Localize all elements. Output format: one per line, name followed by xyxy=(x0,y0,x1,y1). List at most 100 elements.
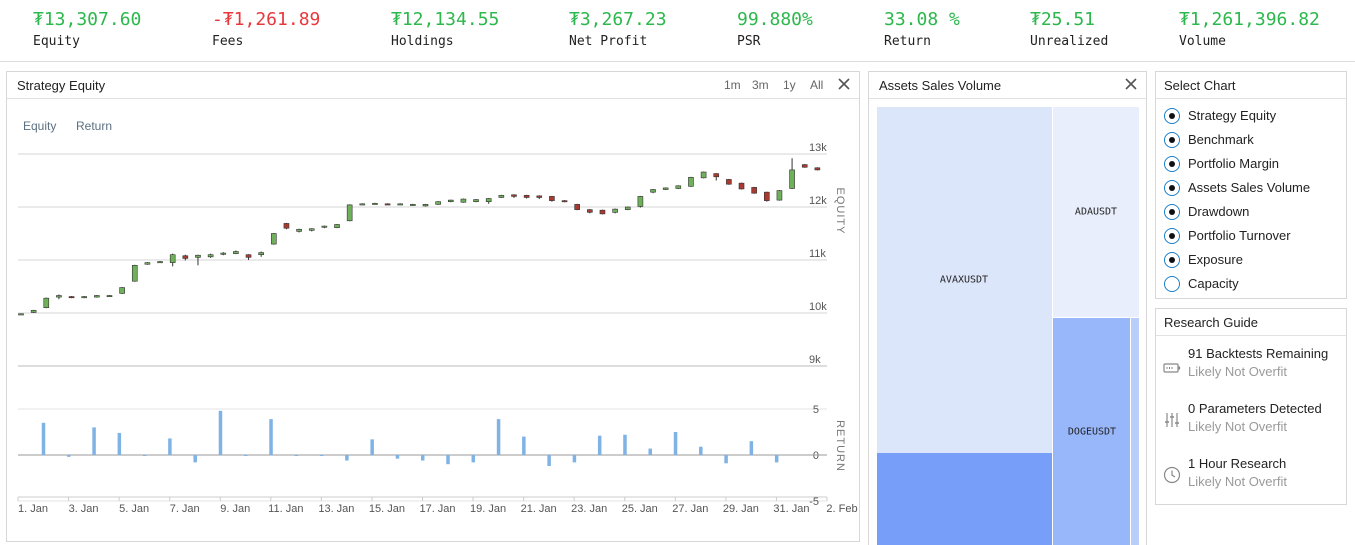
candle-body xyxy=(422,204,429,207)
return-bar xyxy=(597,435,602,455)
option-label: Strategy Equity xyxy=(1188,108,1277,123)
stat-label: Net Profit xyxy=(569,34,648,49)
candle-body xyxy=(258,252,264,256)
return-bar xyxy=(67,455,71,457)
guide-main-text: 91 Backtests Remaining xyxy=(1188,346,1329,361)
stat-net-profit: ₮3,267.23 Net Profit xyxy=(569,8,667,52)
candle-body xyxy=(485,198,492,202)
treemap-cell-avaxusdt-lower[interactable] xyxy=(877,453,1052,545)
stat-label: Equity xyxy=(33,34,80,49)
stat-fees: -₮1,261.89 Fees xyxy=(212,8,320,52)
stat-label: PSR xyxy=(737,34,761,49)
radio-button[interactable] xyxy=(1164,252,1180,268)
candle-body xyxy=(119,287,125,294)
range-all-button[interactable]: All xyxy=(810,78,824,92)
x-tick-label: 5. Jan xyxy=(119,503,149,515)
option-label: Portfolio Turnover xyxy=(1188,228,1291,243)
candle-body xyxy=(94,295,100,298)
treemap-cell-dogeusdt[interactable]: DOGEUSDT xyxy=(1052,317,1130,545)
candle-body xyxy=(397,203,404,206)
candle-body xyxy=(18,313,24,316)
return-bar xyxy=(218,410,223,455)
candle-body xyxy=(81,296,88,299)
candle-body xyxy=(321,225,328,228)
return-bar xyxy=(572,455,577,463)
toggle-return[interactable]: Return xyxy=(76,119,113,133)
range-3m-button[interactable]: 3m xyxy=(752,78,769,92)
stat-value: ₮3,267.23 xyxy=(569,9,667,30)
treemap-cell-adausdt[interactable]: ADAUSDT xyxy=(1052,107,1139,317)
x-tick-label: 2. Feb xyxy=(826,503,857,515)
return-bar xyxy=(496,419,501,455)
candle-body xyxy=(106,295,113,298)
x-tick-label: 3. Jan xyxy=(69,503,99,515)
radio-selected-dot xyxy=(1169,137,1175,143)
treemap-cell-small[interactable] xyxy=(1130,317,1139,545)
option-label: Exposure xyxy=(1188,252,1243,267)
return-bar xyxy=(117,432,122,455)
candle-body xyxy=(296,228,302,232)
y-tick-label: -5 xyxy=(809,496,819,508)
candle-body xyxy=(131,265,138,282)
clock-icon xyxy=(1163,466,1181,484)
candle-body xyxy=(536,195,543,198)
guide-main-text: 0 Parameters Detected xyxy=(1188,401,1322,416)
radio-button[interactable] xyxy=(1164,108,1180,124)
radio-button[interactable] xyxy=(1164,228,1180,244)
option-label: Portfolio Margin xyxy=(1188,156,1280,171)
toggle-equity[interactable]: Equity xyxy=(23,119,57,133)
x-tick-label: 21. Jan xyxy=(521,503,557,515)
range-1y-button[interactable]: 1y xyxy=(783,78,796,92)
return-bar xyxy=(699,446,703,455)
candle-body xyxy=(801,164,808,168)
guide-item-backtests: 91 Backtests Remaining Likely Not Overfi… xyxy=(1156,346,1346,386)
treemap: AVAXUSDT ADAUSDT DOGEUSDT xyxy=(877,107,1139,545)
option-label: Assets Sales Volume xyxy=(1188,180,1311,195)
close-icon[interactable] xyxy=(1122,75,1140,93)
equity-chart: 9k 10k 11k 12k 13k EQUITY -5 0 5 RETURN 1. Jan 3. J… xyxy=(17,142,858,515)
stat-volume: ₮1,261,396.82 Volume xyxy=(1179,8,1320,52)
candle-body xyxy=(700,171,707,179)
candle-body xyxy=(245,254,252,258)
return-bar xyxy=(345,455,349,461)
stat-unrealized: ₮25.51 Unrealized xyxy=(1030,8,1108,52)
return-bar xyxy=(471,455,476,463)
return-bar xyxy=(41,422,46,455)
candle-body xyxy=(220,252,227,255)
panel-header: Assets Sales Volume xyxy=(869,72,1146,99)
x-tick-label: 7. Jan xyxy=(170,503,200,515)
option-label: Capacity xyxy=(1188,276,1239,291)
stat-value: 33.08 % xyxy=(884,9,960,30)
return-bar xyxy=(92,427,96,455)
radio-button[interactable] xyxy=(1164,156,1180,172)
return-bar xyxy=(168,438,172,455)
radio-button[interactable] xyxy=(1164,180,1180,196)
x-tick-label: 11. Jan xyxy=(268,503,303,515)
treemap-cell-avaxusdt[interactable]: AVAXUSDT xyxy=(877,107,1052,453)
radio-button[interactable] xyxy=(1164,276,1180,292)
candle-body xyxy=(359,203,366,206)
option-label: Benchmark xyxy=(1188,132,1254,147)
candle-body xyxy=(587,209,593,213)
radio-selected-dot xyxy=(1169,257,1175,263)
panel-title: Select Chart xyxy=(1164,78,1236,93)
return-bar xyxy=(749,441,754,455)
radio-button[interactable] xyxy=(1164,132,1180,148)
return-bar xyxy=(319,455,324,456)
panel-title: Strategy Equity xyxy=(17,78,106,93)
candle-body xyxy=(738,182,745,190)
stat-value: ₮1,261,396.82 xyxy=(1179,9,1320,30)
range-1m-button[interactable]: 1m xyxy=(724,78,741,92)
candle-body xyxy=(308,228,315,231)
candle-body xyxy=(561,200,568,203)
candle-body xyxy=(460,198,467,203)
return-bar xyxy=(395,455,400,459)
candle-body xyxy=(498,195,505,198)
y-tick-label: 13k xyxy=(809,142,827,154)
close-icon[interactable] xyxy=(835,75,853,93)
y-axis-title: EQUITY xyxy=(834,188,846,235)
candle-body xyxy=(372,202,378,205)
y-tick-label: 5 xyxy=(813,404,819,416)
return-bar xyxy=(142,455,147,456)
radio-button[interactable] xyxy=(1164,204,1180,220)
